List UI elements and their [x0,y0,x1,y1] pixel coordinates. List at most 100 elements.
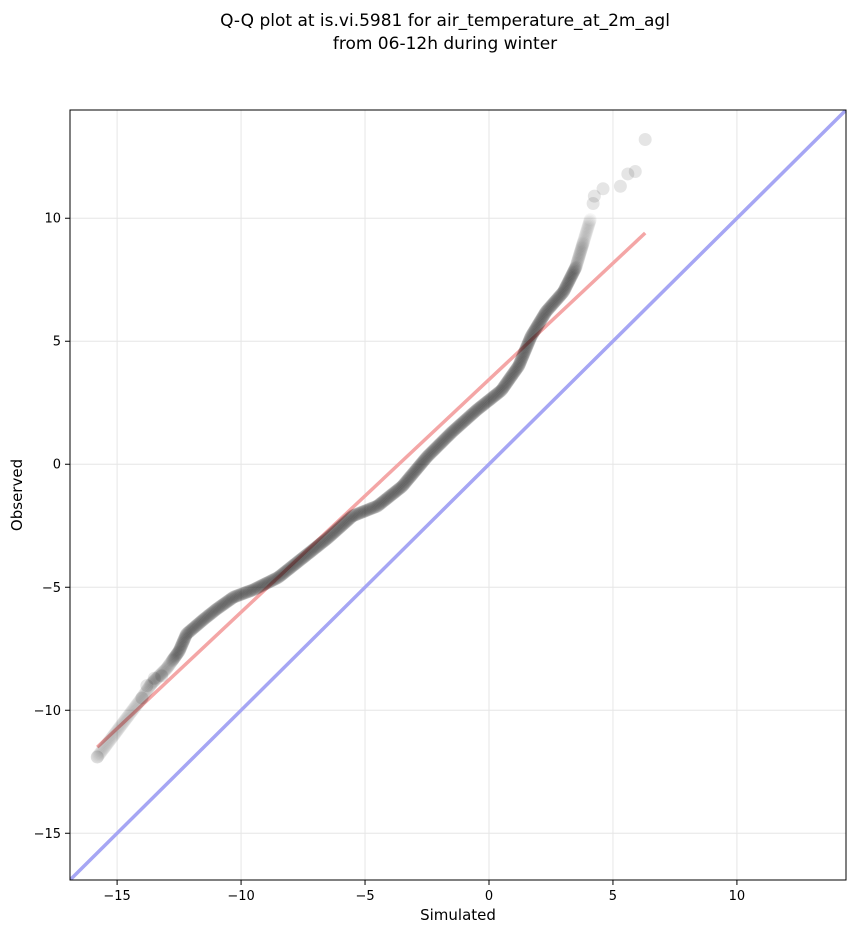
data-point [170,648,184,662]
data-point [403,470,417,484]
data-point [556,285,570,299]
x-tick-label: −15 [103,889,130,904]
data-point [511,360,525,374]
data-point [194,615,208,629]
data-point [550,292,564,306]
data-point [319,533,333,547]
data-point [390,484,404,498]
data-point [458,413,472,427]
data-point [169,649,183,663]
data-point [313,537,327,551]
data-point [171,645,185,659]
x-axis-ticks: −15 −10 −5 0 5 10 [103,880,745,904]
data-point [477,397,491,411]
data-point [213,600,227,614]
data-point [441,429,455,443]
data-point [315,535,329,549]
data-point [525,328,539,342]
data-point [586,196,600,210]
data-point [391,483,405,497]
data-point [351,507,365,521]
data-point [424,446,438,460]
data-point [573,245,587,259]
data-point [365,501,379,515]
data-point [370,499,384,513]
data-point [335,518,349,532]
data-point [405,468,419,482]
data-point [204,607,218,621]
data-point [242,584,256,598]
data-point [388,485,402,499]
data-point [531,319,545,333]
data-point [563,272,577,286]
data-point [564,270,578,284]
data-point [522,334,536,348]
data-point [400,474,414,488]
data-point [380,491,394,505]
data-point [300,547,314,561]
data-point [203,608,217,622]
data-point [207,604,221,618]
data-point [437,433,451,447]
data-point [499,377,513,391]
data-point [381,491,395,505]
data-point [357,504,371,518]
y-axis-label: Observed [8,459,26,531]
data-point [197,612,211,626]
data-point [501,375,515,389]
data-point [446,424,460,438]
data-point [199,610,213,624]
data-point [408,464,422,478]
data-point [272,570,286,584]
data-point [193,616,207,630]
data-point [528,322,542,336]
data-point [286,558,300,572]
data-point [447,423,461,437]
data-point [527,325,541,339]
data-point [557,284,571,298]
data-point [569,260,583,274]
data-point [541,303,555,317]
data-point [535,311,549,325]
x-tick-label: −5 [355,889,374,904]
data-point [329,524,343,538]
data-point [510,361,524,375]
data-point [530,320,544,334]
data-point [217,597,231,611]
data-point [461,411,475,425]
data-point [200,610,214,624]
data-point [291,555,305,569]
data-point [538,306,552,320]
data-point [488,389,502,403]
data-point [433,437,447,451]
data-point [457,414,471,428]
data-point [426,444,440,458]
data-point [283,561,297,575]
data-point [540,304,554,318]
data-point [280,564,294,578]
data-point [178,630,192,644]
data-point [144,677,158,691]
data-point [240,585,254,599]
data-point [479,395,493,409]
data-point [559,279,573,293]
data-point [324,528,338,542]
data-point [161,659,175,673]
x-axis-label: Simulated [420,906,496,924]
data-point [232,588,246,602]
data-point [251,580,265,594]
data-point [524,329,538,343]
data-point [146,675,160,689]
data-point [386,487,400,501]
data-point [568,262,582,276]
data-point [184,623,198,637]
data-point [485,391,499,405]
data-point [401,472,415,486]
data-point [229,589,243,603]
data-point [416,454,430,468]
fit-line [96,231,647,749]
data-point [455,416,469,430]
data-point [350,507,364,521]
data-point [338,515,352,529]
x-tick-label: 0 [485,889,493,904]
